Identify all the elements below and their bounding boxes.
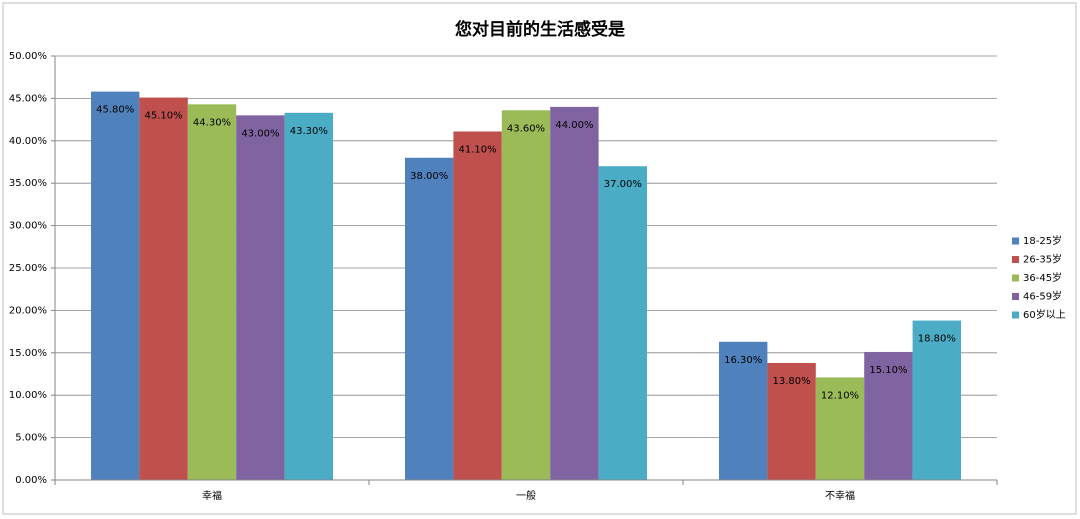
data-label: 37.00% xyxy=(604,179,642,190)
data-label: 45.80% xyxy=(96,105,134,116)
bar xyxy=(598,166,647,481)
legend-label: 36-45岁 xyxy=(1023,271,1062,284)
legend-marker xyxy=(1012,311,1019,319)
y-tick-label: 45.00% xyxy=(9,93,47,104)
data-label: 15.10% xyxy=(869,365,907,376)
legend-marker xyxy=(1012,274,1019,282)
bar xyxy=(767,362,816,480)
y-tick-label: 15.00% xyxy=(9,348,47,359)
legend-label: 26-35岁 xyxy=(1023,253,1062,266)
bar xyxy=(912,320,961,480)
bar xyxy=(864,351,913,480)
data-label: 41.10% xyxy=(459,144,497,155)
bar xyxy=(91,91,140,480)
chart-title: 您对目前的生活感受是 xyxy=(455,19,625,40)
data-label: 44.30% xyxy=(193,117,231,128)
bar xyxy=(501,110,551,480)
bar xyxy=(139,97,188,480)
data-label: 13.80% xyxy=(773,376,811,387)
bar xyxy=(284,112,333,480)
y-tick-label: 5.00% xyxy=(15,433,47,444)
data-label: 12.10% xyxy=(821,390,859,401)
data-label: 45.10% xyxy=(145,111,183,122)
x-tick-label: 不幸福 xyxy=(825,489,855,502)
data-label: 43.60% xyxy=(507,123,545,134)
y-tick-label: 35.00% xyxy=(9,178,47,189)
x-tick-label: 幸福 xyxy=(202,489,222,502)
bar xyxy=(405,157,454,480)
legend-label: 18-25岁 xyxy=(1023,234,1062,247)
data-label: 44.00% xyxy=(555,120,593,131)
x-tick-label: 一般 xyxy=(516,489,536,502)
y-tick-label: 10.00% xyxy=(9,390,47,401)
data-label: 43.30% xyxy=(290,126,328,137)
bar xyxy=(187,104,237,480)
y-tick-label: 30.00% xyxy=(9,221,47,232)
legend-marker xyxy=(1012,293,1019,300)
bar xyxy=(719,341,768,480)
y-tick-label: 40.00% xyxy=(9,136,47,147)
y-tick-label: 20.00% xyxy=(9,305,47,316)
bar xyxy=(815,377,865,480)
bar xyxy=(236,115,285,481)
bar xyxy=(550,106,599,480)
y-tick-label: 0.00% xyxy=(15,475,47,486)
data-label: 16.30% xyxy=(724,355,762,366)
data-label: 43.00% xyxy=(241,128,279,139)
y-tick-label: 50.00% xyxy=(9,51,47,62)
legend-marker xyxy=(1012,256,1019,263)
bar xyxy=(453,131,502,481)
legend-label: 46-59岁 xyxy=(1023,290,1062,303)
y-tick-label: 25.00% xyxy=(9,263,47,274)
data-label: 18.80% xyxy=(918,334,956,345)
legend-marker xyxy=(1012,237,1019,245)
legend-label: 60岁以上 xyxy=(1023,308,1066,321)
data-label: 38.00% xyxy=(410,171,448,182)
